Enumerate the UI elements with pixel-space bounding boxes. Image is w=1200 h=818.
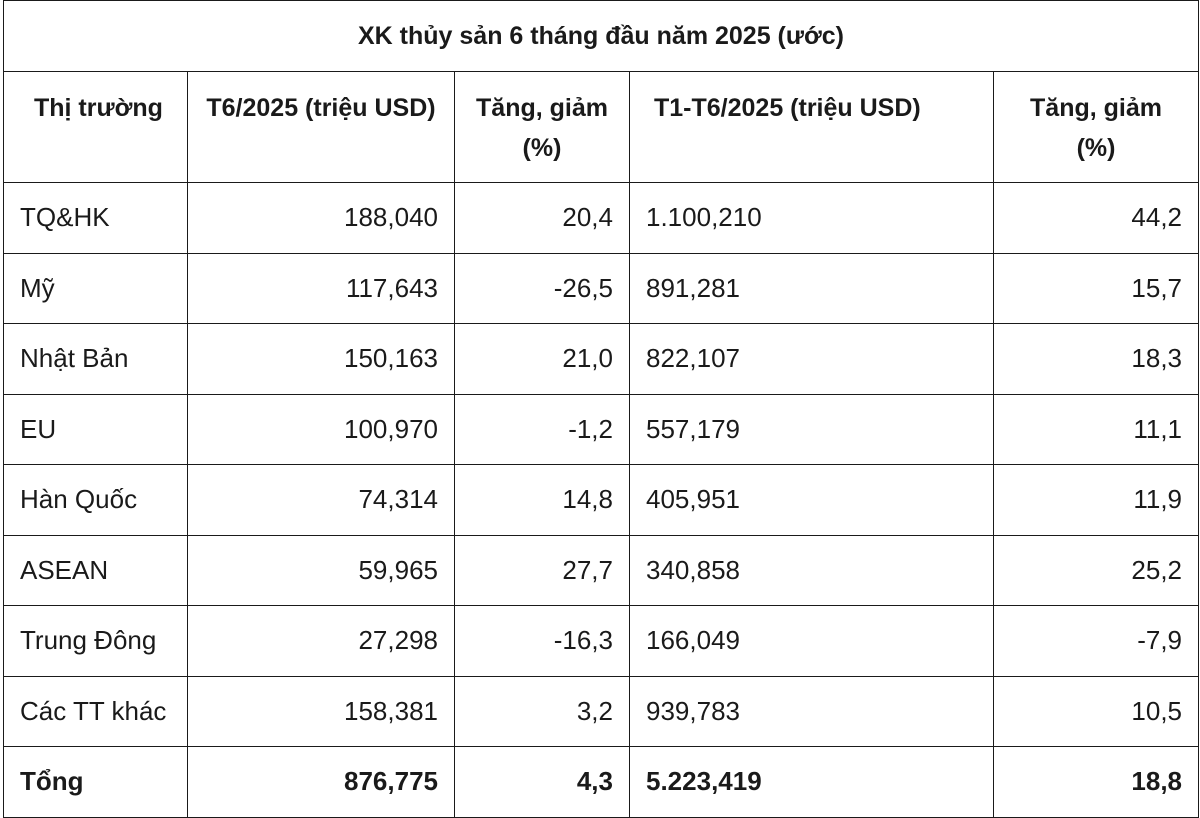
table-row: Trung Đông 27,298 -16,3 166,049 -7,9 — [3, 605, 1200, 677]
cell-ytd-change: 15,7 — [992, 252, 1200, 324]
table-row: ASEAN 59,965 27,7 340,858 25,2 — [3, 534, 1200, 606]
table-total-row: Tổng 876,775 4,3 5.223,419 18,8 — [3, 746, 1200, 818]
header-market: Thị trường — [3, 71, 188, 183]
cell-ytd-value: 166,049 — [629, 605, 994, 677]
cell-market: Hàn Quốc — [3, 464, 188, 536]
total-ytd-value: 5.223,419 — [629, 746, 994, 818]
cell-june-change: -26,5 — [454, 252, 630, 324]
cell-ytd-value: 822,107 — [629, 323, 994, 395]
table-title-row: XK thủy sản 6 tháng đầu năm 2025 (ước) — [2, 0, 1200, 72]
cell-ytd-value: 1.100,210 — [629, 182, 994, 254]
cell-june-value: 158,381 — [187, 675, 455, 747]
total-june-value: 876,775 — [187, 746, 455, 818]
header-ytd-value: T1-T6/2025 (triệu USD) — [629, 71, 994, 183]
table-header-row: Thị trường T6/2025 (triệu USD) Tăng, giả… — [3, 71, 1200, 183]
table-row: Mỹ 117,643 -26,5 891,281 15,7 — [3, 252, 1200, 324]
cell-market: Các TT khác — [3, 675, 188, 747]
table-row: Các TT khác 158,381 3,2 939,783 10,5 — [3, 675, 1200, 747]
cell-ytd-value: 891,281 — [629, 252, 994, 324]
cell-market: ASEAN — [3, 534, 188, 606]
cell-june-value: 59,965 — [187, 534, 455, 606]
cell-ytd-change: 10,5 — [992, 675, 1200, 747]
cell-market: TQ&HK — [3, 182, 188, 254]
cell-june-change: 21,0 — [454, 323, 630, 395]
cell-ytd-change: 44,2 — [992, 182, 1200, 254]
cell-market: Trung Đông — [3, 605, 188, 677]
cell-june-value: 100,970 — [187, 393, 455, 465]
cell-ytd-change: 18,3 — [992, 323, 1200, 395]
table-row: TQ&HK 188,040 20,4 1.100,210 44,2 — [3, 182, 1200, 254]
cell-june-value: 150,163 — [187, 323, 455, 395]
cell-june-change: 27,7 — [454, 534, 630, 606]
cell-june-value: 117,643 — [187, 252, 455, 324]
cell-market: EU — [3, 393, 188, 465]
cell-june-change: -1,2 — [454, 393, 630, 465]
cell-june-change: -16,3 — [454, 605, 630, 677]
cell-ytd-value: 405,951 — [629, 464, 994, 536]
cell-ytd-value: 939,783 — [629, 675, 994, 747]
cell-ytd-value: 340,858 — [629, 534, 994, 606]
table-row: Nhật Bản 150,163 21,0 822,107 18,3 — [3, 323, 1200, 395]
cell-market: Mỹ — [3, 252, 188, 324]
cell-june-value: 27,298 — [187, 605, 455, 677]
cell-ytd-change: -7,9 — [992, 605, 1200, 677]
cell-june-change: 20,4 — [454, 182, 630, 254]
header-june-change: Tăng, giảm (%) — [454, 71, 630, 183]
header-ytd-change: Tăng, giảm (%) — [992, 71, 1200, 183]
cell-market: Nhật Bản — [3, 323, 188, 395]
total-label: Tổng — [3, 746, 188, 818]
cell-ytd-change: 11,9 — [992, 464, 1200, 536]
table-title: XK thủy sản 6 tháng đầu năm 2025 (ước) — [2, 0, 1200, 72]
cell-june-change: 14,8 — [454, 464, 630, 536]
cell-june-value: 188,040 — [187, 182, 455, 254]
table-row: Hàn Quốc 74,314 14,8 405,951 11,9 — [3, 464, 1200, 536]
cell-ytd-change: 11,1 — [992, 393, 1200, 465]
table-row: EU 100,970 -1,2 557,179 11,1 — [3, 393, 1200, 465]
total-june-change: 4,3 — [454, 746, 630, 818]
cell-june-change: 3,2 — [454, 675, 630, 747]
cell-june-value: 74,314 — [187, 464, 455, 536]
cell-ytd-change: 25,2 — [992, 534, 1200, 606]
header-june-value: T6/2025 (triệu USD) — [187, 71, 455, 183]
cell-ytd-value: 557,179 — [629, 393, 994, 465]
total-ytd-change: 18,8 — [992, 746, 1200, 818]
